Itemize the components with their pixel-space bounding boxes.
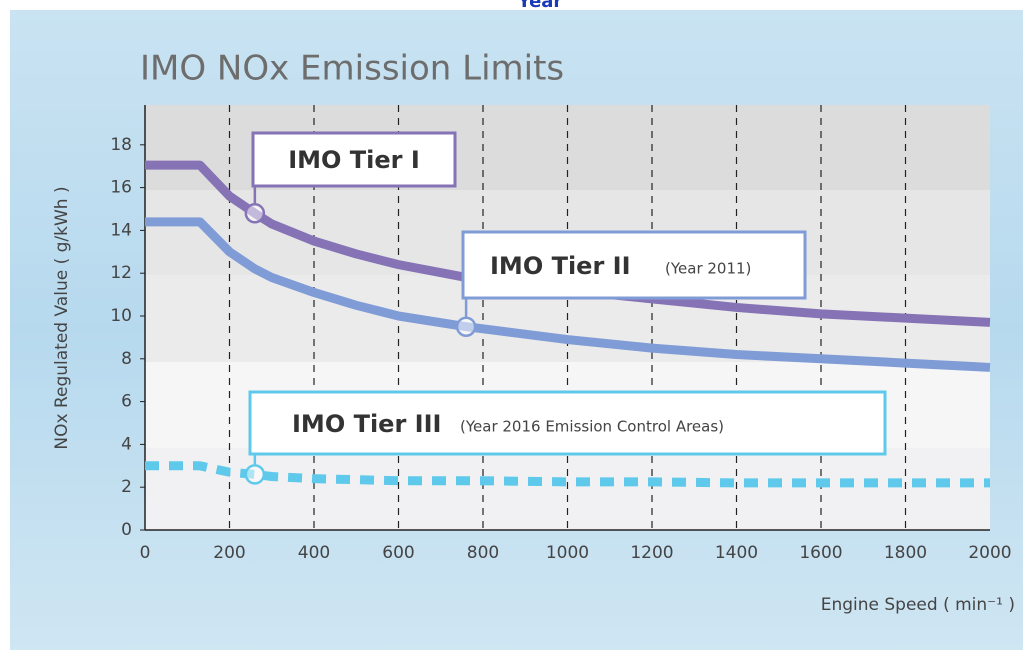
highlight-marker: [244, 203, 266, 224]
x-tick-label: 2000: [968, 543, 1011, 563]
callout-tier-2: IMO Tier II (Year 2011): [461, 230, 807, 300]
callout-note: (Year 2016 Emission Control Areas): [460, 418, 724, 436]
x-axis-label: Engine Speed ( min⁻¹ ): [821, 595, 1015, 615]
series-line: [145, 461, 990, 488]
y-tick-label: 16: [110, 178, 132, 198]
callout-tier-1: IMO Tier I: [251, 131, 457, 188]
x-tick-label: 0: [140, 543, 151, 563]
lines: [145, 160, 991, 488]
series-line: [145, 160, 991, 327]
y-tick-label: 4: [121, 434, 132, 454]
y-tick-label: 18: [110, 135, 132, 155]
y-tick-label: 14: [110, 220, 132, 240]
markers: [244, 186, 477, 485]
x-tick-label: 1800: [884, 543, 927, 563]
y-tick-label: 8: [121, 349, 132, 369]
y-tick-label: 10: [110, 306, 132, 326]
y-tick-label: 2: [121, 477, 132, 497]
x-tick-label: 600: [382, 543, 414, 563]
x-tick-label: 800: [467, 543, 499, 563]
callout-note: (Year 2011): [665, 260, 751, 278]
callout-label: IMO Tier II: [490, 252, 631, 280]
highlight-marker: [455, 316, 477, 337]
highlight-marker: [244, 464, 266, 485]
header-fragment: Year: [517, 0, 563, 12]
y-tick-label: 6: [121, 392, 132, 412]
callout-tier-3: IMO Tier III (Year 2016 Emission Control…: [248, 390, 887, 456]
y-tick-label: 0: [121, 520, 132, 540]
x-tick-label: 1000: [546, 543, 589, 563]
chart-title: IMO NOx Emission Limits: [140, 49, 564, 89]
x-tick-label: 1600: [799, 543, 842, 563]
y-tick-label: 12: [110, 263, 132, 283]
callout-label: IMO Tier III: [292, 410, 441, 438]
callout-label: IMO Tier I: [288, 146, 420, 174]
y-axis-label: NOx Regulated Value ( g/kWh ): [52, 186, 72, 449]
x-tick-label: 200: [213, 543, 245, 563]
x-tick-label: 1400: [715, 543, 758, 563]
x-tick-label: 1200: [630, 543, 673, 563]
x-tick-label: 400: [298, 543, 330, 563]
series-line: [145, 217, 991, 372]
